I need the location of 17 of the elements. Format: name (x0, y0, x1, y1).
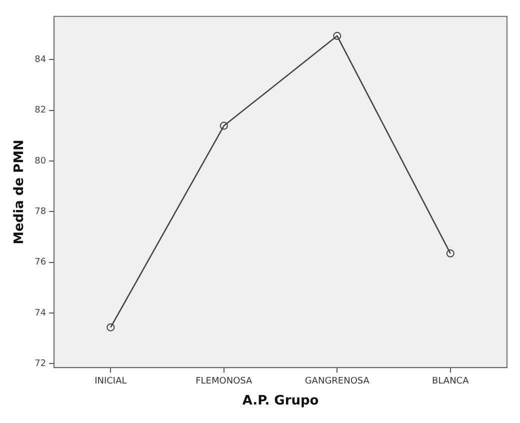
y-tick-label: 72 (34, 358, 46, 369)
y-tick-label: 80 (34, 156, 46, 166)
point (333, 32, 342, 40)
y-axis-title: Media de PMN (12, 140, 28, 244)
x-tick-label: BLANCA (432, 376, 470, 386)
y-tick-label: 78 (34, 206, 46, 217)
y-tick-label: 74 (34, 308, 46, 318)
x-tick-label: GANGRENOSA (304, 376, 370, 386)
y-tick-label: 82 (34, 106, 46, 116)
x-tick-label: FLEMONOSA (196, 376, 254, 386)
x-axis-title: A.P. Grupo (242, 394, 319, 409)
y-tick-label: 84 (34, 55, 46, 66)
point (106, 323, 115, 332)
point (220, 122, 228, 130)
point (446, 249, 454, 258)
x-tick-label: INICIAL (94, 376, 127, 386)
y-tick-label: 76 (34, 258, 46, 268)
